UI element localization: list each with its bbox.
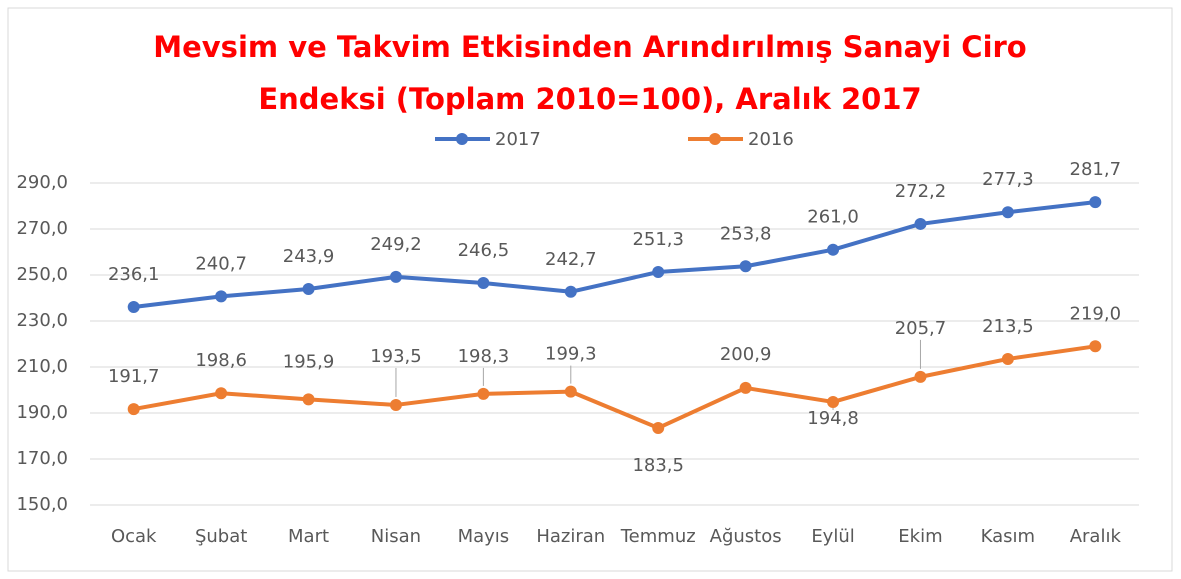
chart-title: Mevsim ve Takvim Etkisinden Arındırılmış…: [153, 30, 1026, 64]
data-point: [127, 403, 140, 416]
data-point: [739, 381, 752, 394]
chart-frame: [7, 7, 1173, 572]
x-tick-label: Kasım: [981, 526, 1035, 547]
series-line: [133, 200, 1096, 309]
data-label: 213,5: [982, 316, 1034, 337]
x-tick-label: Ocak: [111, 526, 157, 547]
data-point: [302, 283, 315, 296]
y-tick-label: 270,0: [16, 218, 68, 239]
x-tick-label: Aralık: [1070, 526, 1122, 547]
data-point: [1001, 352, 1014, 365]
x-tick-label: Haziran: [536, 526, 605, 547]
data-label: 198,6: [195, 350, 247, 371]
data-label: 240,7: [195, 253, 247, 274]
data-label: 277,3: [982, 169, 1034, 190]
data-label: 253,8: [720, 223, 772, 244]
data-label: 193,5: [370, 346, 422, 367]
data-label: 191,7: [108, 366, 160, 387]
data-point: [389, 270, 402, 283]
data-point: [739, 260, 752, 273]
data-label: 243,9: [283, 246, 335, 267]
data-point: [215, 290, 228, 303]
x-tick-label: Nisan: [371, 526, 421, 547]
data-label: 205,7: [895, 318, 947, 339]
data-label: 246,5: [458, 240, 510, 261]
x-tick-label: Şubat: [195, 526, 247, 547]
chart-title: Endeksi (Toplam 2010=100), Aralık 2017: [258, 82, 921, 116]
y-tick-label: 210,0: [16, 356, 68, 377]
data-point: [1089, 196, 1102, 209]
data-label: 251,3: [632, 229, 684, 250]
data-point: [215, 387, 228, 400]
data-point: [914, 370, 927, 383]
data-label: 236,1: [108, 264, 160, 285]
data-point: [652, 421, 665, 434]
legend-label: 2017: [495, 129, 541, 150]
data-point: [477, 277, 490, 290]
data-label: 198,3: [458, 346, 510, 367]
data-label: 199,3: [545, 344, 597, 365]
data-label: 200,9: [720, 344, 772, 365]
legend-marker: [709, 133, 721, 145]
x-tick-label: Temmuz: [620, 526, 696, 547]
data-label: 242,7: [545, 249, 597, 270]
data-point: [389, 398, 402, 411]
data-point: [302, 393, 315, 406]
data-label: 194,8: [807, 408, 859, 429]
data-label: 195,9: [283, 351, 335, 372]
y-tick-label: 150,0: [16, 494, 68, 515]
y-tick-label: 230,0: [16, 310, 68, 331]
series-line: [133, 344, 1096, 430]
x-tick-label: Ekim: [898, 526, 942, 547]
data-point: [564, 385, 577, 398]
data-label: 261,0: [807, 207, 859, 228]
data-point: [827, 243, 840, 256]
y-tick-label: 170,0: [16, 448, 68, 469]
legend-marker: [456, 133, 468, 145]
data-label: 183,5: [632, 455, 684, 476]
x-tick-label: Eylül: [811, 526, 854, 547]
data-point: [652, 266, 665, 279]
data-point: [477, 387, 490, 400]
data-point: [127, 300, 140, 313]
data-point: [1089, 340, 1102, 353]
y-tick-label: 290,0: [16, 172, 68, 193]
data-label: 249,2: [370, 234, 422, 255]
data-label: 219,0: [1070, 303, 1122, 324]
x-tick-label: Mayıs: [458, 526, 510, 547]
data-point: [1001, 206, 1014, 219]
x-tick-label: Ağustos: [710, 526, 782, 547]
x-tick-label: Mart: [288, 526, 329, 547]
data-point: [827, 395, 840, 408]
data-point: [564, 285, 577, 298]
y-tick-label: 190,0: [16, 402, 68, 423]
y-tick-label: 250,0: [16, 264, 68, 285]
data-label: 281,7: [1070, 159, 1122, 180]
legend-label: 2016: [748, 129, 794, 150]
data-label: 272,2: [895, 181, 947, 202]
data-point: [914, 217, 927, 230]
